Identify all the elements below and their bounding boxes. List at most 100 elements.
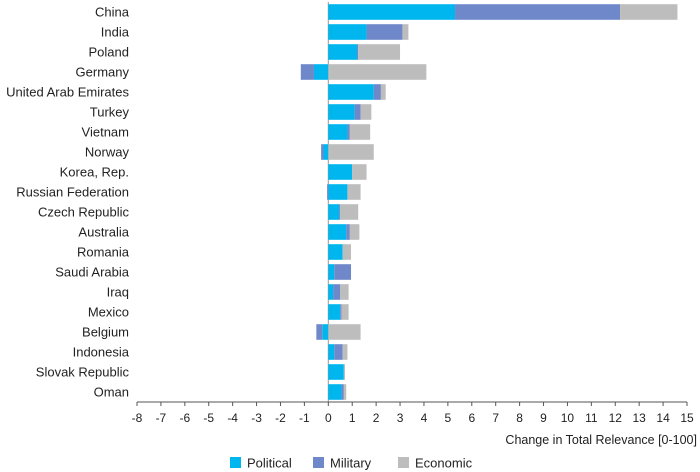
bar-china-military: [455, 4, 621, 20]
bar-romania-political: [328, 244, 343, 260]
bar-poland-military: [357, 44, 359, 60]
bar-indonesia-political: [328, 344, 335, 360]
x-axis: -8 -7 -6 -5 -4 -3 -2 -1 0 1 2 3 4 5 6 7 8 9 10 11 12 13 14 15: [132, 401, 694, 425]
bar-poland-political: [328, 44, 357, 60]
bar-india-political: [328, 24, 367, 40]
x-tick-label: -2: [275, 411, 286, 425]
bar-norway-political: [323, 144, 329, 160]
category-labels: China India Poland Germany United Arab Emira…: [6, 5, 130, 400]
category-label: China: [95, 5, 130, 20]
category-label: Czech Republic: [38, 205, 130, 220]
bar-turkey-economic: [360, 104, 372, 120]
x-tick-label: -7: [156, 411, 167, 425]
bar-russian-federation-economic: [347, 184, 361, 200]
bar-china-economic: [620, 4, 678, 20]
x-tick-label: 0: [325, 411, 332, 425]
bar-norway-economic: [328, 144, 374, 160]
category-label: Vietnam: [82, 125, 129, 140]
x-tick-label: -3: [251, 411, 262, 425]
legend-swatch-economic: [398, 457, 409, 468]
x-tick-label: -4: [227, 411, 238, 425]
bar-australia-political: [328, 224, 347, 240]
bar-russian-federation-military: [327, 184, 329, 200]
bar-vietnam-political: [328, 124, 348, 140]
x-tick-label: 5: [445, 411, 452, 425]
category-label: India: [101, 25, 130, 40]
category-label: Indonesia: [73, 345, 130, 360]
x-axis-title: Change in Total Relevance [0-100]: [505, 433, 697, 447]
x-tick-label: 11: [585, 411, 598, 425]
bar-belgium-military: [316, 324, 323, 340]
bar-mexico-economic: [341, 304, 349, 320]
x-tick-label: 6: [468, 411, 475, 425]
category-label: Norway: [85, 145, 130, 160]
category-label: Saudi Arabia: [55, 265, 129, 280]
bar-united-arab-emirates-economic: [380, 84, 386, 100]
bar-belgium-economic: [328, 324, 361, 340]
bar-india-economic: [402, 24, 409, 40]
category-label: Poland: [89, 45, 129, 60]
bar-slovak-republic-political: [328, 364, 344, 380]
x-tick-label: 10: [561, 411, 575, 425]
x-tick-label: 3: [397, 411, 404, 425]
bar-belgium-political: [322, 324, 329, 340]
x-tick-label: 7: [492, 411, 499, 425]
bar-turkey-political: [328, 104, 355, 120]
bar-germany-military: [300, 64, 314, 80]
bar-iraq-economic: [340, 284, 349, 300]
bar-vietnam-military: [347, 124, 350, 140]
category-label: Turkey: [90, 105, 130, 120]
bar-germany-economic: [328, 64, 427, 80]
bar-united-arab-emirates-political: [328, 84, 374, 100]
x-tick-label: 4: [421, 411, 428, 425]
bar-oman-economic: [343, 384, 347, 400]
x-tick-label: 1: [349, 411, 356, 425]
legend-label-military: Military: [330, 456, 372, 471]
legend-label-economic: Economic: [415, 456, 473, 471]
bar-poland-economic: [358, 44, 401, 60]
bar-oman-military: [341, 384, 344, 400]
bar-germany-political: [313, 64, 329, 80]
bar-czech-republic-political: [328, 204, 340, 220]
bar-indonesia-economic: [342, 344, 348, 360]
legend-swatch-military: [313, 457, 324, 468]
bar-united-arab-emirates-military: [373, 84, 381, 100]
category-label: Korea, Rep.: [60, 165, 129, 180]
x-tick-label: 12: [609, 411, 623, 425]
legend: Political Military Economic: [230, 456, 473, 471]
bar-iraq-military: [333, 284, 341, 300]
x-tick-label: -8: [132, 411, 143, 425]
bar-russian-federation-political: [328, 184, 348, 200]
legend-swatch-political: [230, 457, 241, 468]
category-label: United Arab Emirates: [6, 85, 129, 100]
bar-czech-republic-economic: [340, 204, 359, 220]
x-tick-label: 15: [680, 411, 694, 425]
legend-label-political: Political: [247, 456, 292, 471]
bar-india-military: [366, 24, 403, 40]
bar-australia-military: [346, 224, 350, 240]
bar-china-political: [328, 4, 456, 20]
bars: [300, 4, 678, 400]
category-label: Australia: [78, 225, 129, 240]
x-tick-label: 13: [632, 411, 646, 425]
bar-australia-economic: [349, 224, 360, 240]
category-label: Belgium: [82, 325, 129, 340]
bar-oman-political: [328, 384, 342, 400]
bar-iraq-political: [328, 284, 334, 300]
bar-mexico-military: [340, 304, 342, 320]
bar-korea-rep-economic: [352, 164, 367, 180]
category-label: Oman: [94, 385, 129, 400]
category-label: Romania: [77, 245, 130, 260]
x-tick-label: -1: [299, 411, 310, 425]
category-label: Iraq: [107, 285, 129, 300]
bar-norway-military: [321, 144, 324, 160]
bar-korea-rep-political: [328, 164, 353, 180]
x-tick-label: -5: [203, 411, 214, 425]
bar-romania-economic: [342, 244, 352, 260]
bar-mexico-political: [328, 304, 341, 320]
category-label: Slovak Republic: [36, 365, 130, 380]
bar-vietnam-economic: [349, 124, 371, 140]
x-tick-label: -6: [179, 411, 190, 425]
bar-indonesia-military: [334, 344, 343, 360]
